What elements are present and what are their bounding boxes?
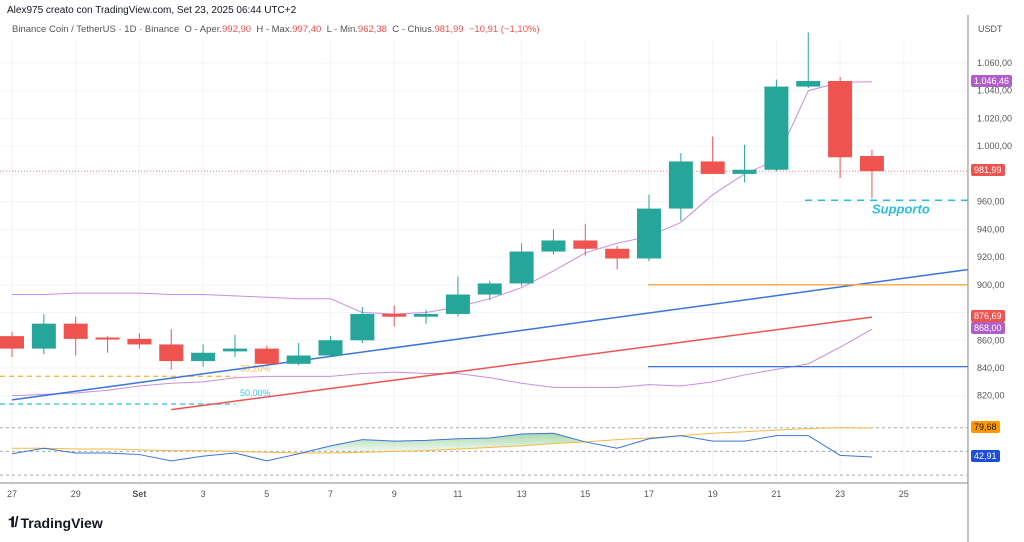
candle-body xyxy=(350,313,375,341)
candle-body xyxy=(127,338,152,345)
date-tick: 7 xyxy=(328,489,333,499)
price-label: 981,99 xyxy=(971,164,1005,177)
price-tick: 1.040,00 xyxy=(977,86,1012,96)
price-tick: 920,00 xyxy=(977,252,1005,262)
candle-body xyxy=(668,161,693,209)
date-tick: 9 xyxy=(392,489,397,499)
date-tick: 29 xyxy=(71,489,81,499)
date-tick: 19 xyxy=(708,489,718,499)
chart-credit: Alex975 creato con TradingView.com, Set … xyxy=(7,5,297,16)
candle-body xyxy=(700,161,725,174)
tradingview-logo: 𝟏/TradingView xyxy=(8,514,103,531)
price-tick: 820,00 xyxy=(977,391,1005,401)
price-label: 868,00 xyxy=(971,322,1005,335)
fib-382-label: 38,20% xyxy=(240,363,271,373)
osc-main-line xyxy=(11,432,872,462)
candle-body xyxy=(31,323,56,349)
date-tick: 13 xyxy=(517,489,527,499)
candle-body xyxy=(509,251,534,284)
price-tick: 1.000,00 xyxy=(977,141,1012,151)
candle-body xyxy=(63,323,88,339)
date-tick: 5 xyxy=(264,489,269,499)
date-tick: 25 xyxy=(899,489,909,499)
high-label: H - Max. xyxy=(256,24,293,35)
close-label: C - Chius. xyxy=(392,24,435,35)
fib-50-label: 50,00% xyxy=(240,388,271,398)
candle-body xyxy=(541,240,566,252)
candle-body xyxy=(0,336,24,349)
band-upper-line xyxy=(12,81,872,315)
date-tick: 3 xyxy=(201,489,206,499)
price-tick: 940,00 xyxy=(977,224,1005,234)
support-label: Supporto xyxy=(872,201,930,216)
symbol-name: Binance Coin / TetherUS · 1D · Binance xyxy=(12,24,180,35)
date-tick: Set xyxy=(132,489,146,499)
osc-signal-line xyxy=(12,427,872,454)
date-tick: 11 xyxy=(453,489,462,499)
close-value: 981,99 xyxy=(434,24,464,35)
candle-body xyxy=(254,348,279,364)
candle-body xyxy=(95,337,120,340)
price-tick: 960,00 xyxy=(977,197,1005,207)
low-label: L - Min. xyxy=(326,24,358,35)
osc-value-label: 42,91 xyxy=(971,449,1000,462)
price-tick: 1.020,00 xyxy=(977,113,1012,123)
candle-body xyxy=(222,348,247,352)
candle-body xyxy=(637,208,661,259)
candle-body xyxy=(796,81,821,87)
candle-body xyxy=(382,313,407,317)
low-value: 962,38 xyxy=(357,24,387,35)
osc-value-label: 79,68 xyxy=(971,421,1000,433)
date-tick: 27 xyxy=(7,489,17,499)
date-tick: 17 xyxy=(644,489,654,499)
candle-body xyxy=(445,294,470,314)
moving-average-line xyxy=(171,316,873,411)
price-tick: 900,00 xyxy=(977,280,1005,290)
candle-body xyxy=(286,355,311,364)
price-tick: 840,00 xyxy=(977,363,1005,373)
symbol-legend: Binance Coin / TetherUS · 1D · Binance O… xyxy=(12,24,540,35)
candle-body xyxy=(318,340,343,356)
osc-fill xyxy=(12,427,872,453)
currency-label: USDT xyxy=(978,24,1003,34)
price-label: 1.046,46 xyxy=(971,74,1013,87)
open-label: O - Aper. xyxy=(184,24,223,35)
candle-body xyxy=(859,156,884,172)
candle-body xyxy=(159,344,184,362)
date-tick: 23 xyxy=(835,489,845,499)
candle-body xyxy=(573,240,598,249)
candle-body xyxy=(764,86,789,170)
price-tick: 1.060,00 xyxy=(977,58,1012,68)
price-tick: 860,00 xyxy=(977,335,1005,345)
tv-logo-icon: 𝟏/ xyxy=(8,514,18,531)
candle-body xyxy=(732,169,757,174)
trendline xyxy=(11,268,968,401)
open-value: 992,90 xyxy=(222,24,252,35)
candle-body xyxy=(828,81,853,158)
date-tick: 15 xyxy=(580,489,590,499)
high-value: 997,40 xyxy=(292,24,322,35)
change-value: −10,91 (−1,10%) xyxy=(468,24,540,35)
candle-body xyxy=(191,352,216,362)
candle-body xyxy=(477,283,502,295)
price-label: 876,69 xyxy=(971,310,1005,323)
candle-body xyxy=(414,313,439,317)
date-tick: 21 xyxy=(771,489,781,499)
candle-body xyxy=(605,248,630,259)
